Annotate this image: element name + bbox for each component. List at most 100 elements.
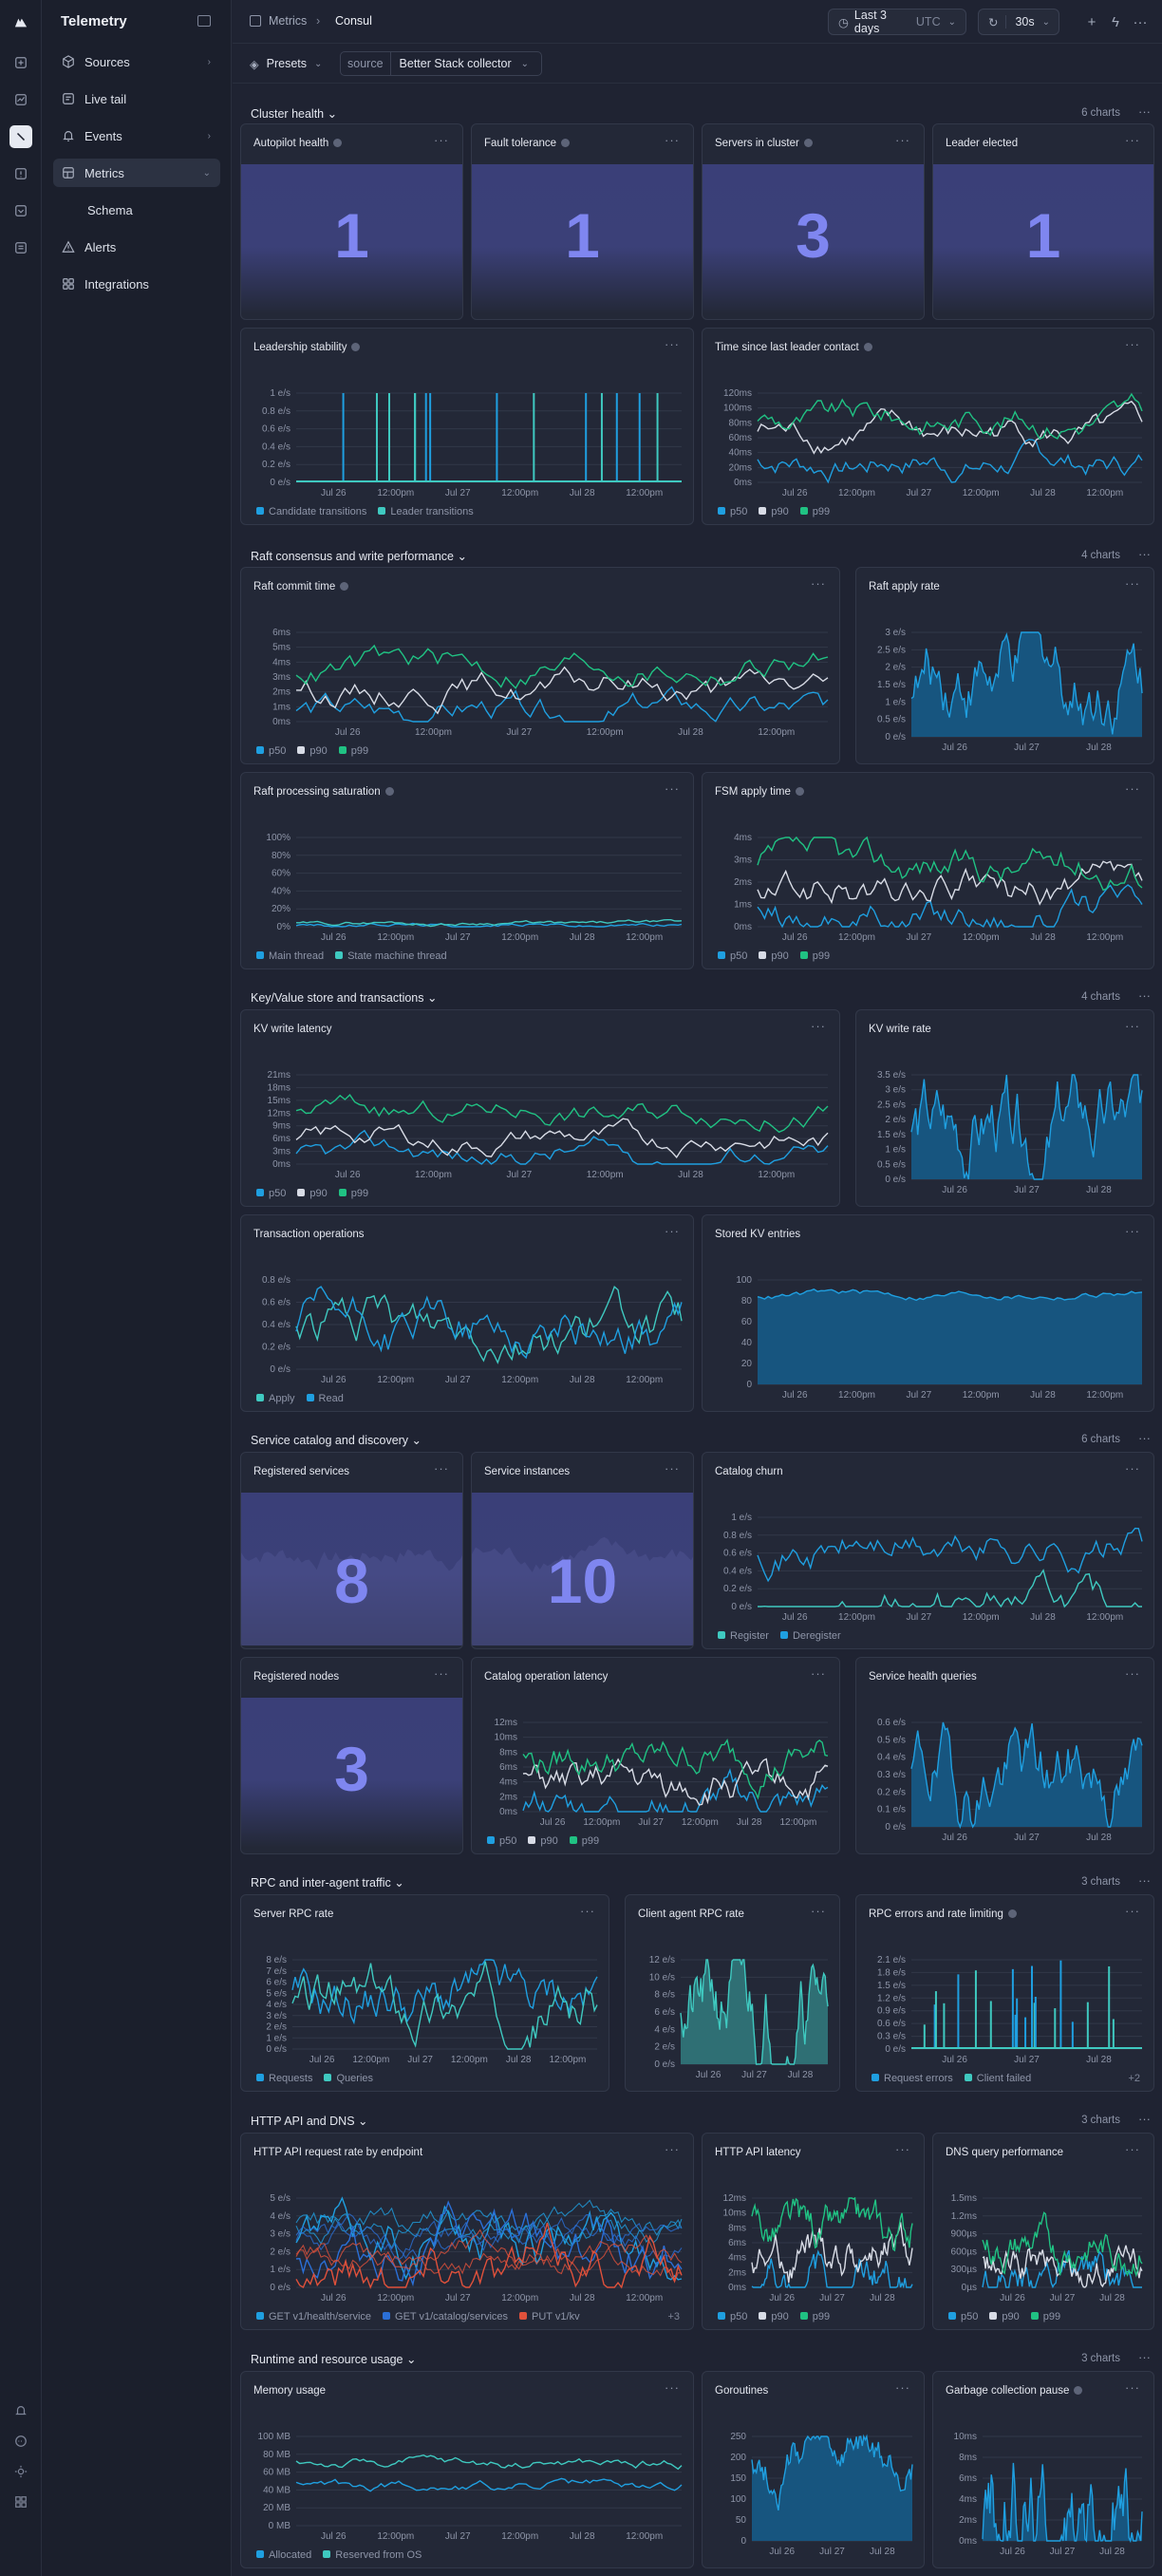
section-title[interactable]: Cluster health ⌄ — [251, 107, 338, 121]
uptime-icon[interactable] — [9, 51, 32, 74]
section-title[interactable]: Runtime and resource usage ⌄ — [251, 2353, 417, 2366]
more-icon[interactable]: ··· — [1133, 13, 1148, 30]
source-filter[interactable]: source Better Stack collector ⌄ — [340, 51, 542, 76]
legend-item[interactable]: Requests — [256, 2073, 312, 2084]
telemetry-icon[interactable] — [9, 125, 32, 148]
info-icon[interactable] — [333, 139, 343, 147]
chart-menu-icon[interactable]: ··· — [665, 1461, 680, 1476]
chart-card-raftapply[interactable]: Raft apply rate ··· 3 e/s 2.5 e/s 2 e/s 1.5 e… — [855, 567, 1154, 764]
chart-card-kvrate[interactable]: KV write rate ··· 3.5 e/s 3 e/s 2.5 e/s 2 e/s… — [855, 1009, 1154, 1207]
section-title[interactable]: Service catalog and discovery ⌄ — [251, 1434, 422, 1447]
chart-menu-icon[interactable]: ··· — [1125, 133, 1140, 147]
legend-item[interactable]: Reserved from OS — [323, 2549, 422, 2561]
legend-item[interactable]: p90 — [528, 1835, 558, 1847]
chart-menu-icon[interactable]: ··· — [811, 1904, 826, 1918]
status-page-icon[interactable] — [9, 199, 32, 222]
sidebar-item-schema[interactable]: Schema — [53, 196, 220, 224]
section-title[interactable]: Raft consensus and write performance ⌄ — [251, 550, 467, 563]
chart-menu-icon[interactable]: ··· — [434, 133, 449, 147]
chart-menu-icon[interactable]: ··· — [1125, 2380, 1140, 2395]
legend-item[interactable]: Main thread — [256, 950, 324, 962]
chart-card-gcpause[interactable]: Garbage collection pause ··· 10ms 8ms 6ms 4ms… — [932, 2371, 1154, 2568]
notifications-icon[interactable] — [9, 2399, 32, 2422]
refresh-button[interactable]: ↻ 30s ⌄ — [978, 9, 1059, 35]
chart-menu-icon[interactable]: ··· — [665, 133, 680, 147]
stat-card[interactable]: Leader elected ··· 1 — [932, 123, 1154, 320]
chart-card-httprate[interactable]: HTTP API request rate by endpoint ··· 5 e/… — [240, 2133, 694, 2330]
info-icon[interactable] — [351, 343, 361, 351]
presets-button[interactable]: ◈ Presets ⌄ — [250, 52, 322, 75]
legend-item[interactable]: p50 — [948, 2311, 978, 2322]
section-title[interactable]: Key/Value store and transactions ⌄ — [251, 991, 438, 1005]
chart-menu-icon[interactable]: ··· — [434, 1461, 449, 1476]
legend-item[interactable]: p90 — [759, 950, 789, 962]
info-icon[interactable] — [1074, 2386, 1083, 2395]
sidebar-item-sources[interactable]: Sources › — [53, 47, 220, 76]
chart-card-churn[interactable]: Catalog churn ··· 1 e/s 0.8 e/s 0.6 e/s 0.4 e… — [702, 1452, 1154, 1649]
logo-icon[interactable] — [9, 11, 32, 34]
sidebar-item-events[interactable]: Events › — [53, 122, 220, 150]
section-title[interactable]: HTTP API and DNS ⌄ — [251, 2115, 368, 2128]
section-more-icon[interactable]: ··· — [1138, 1431, 1151, 1445]
legend-item[interactable]: p50 — [718, 506, 747, 517]
chart-card-leadercontact[interactable]: Time since last leader contact ··· 120ms 10… — [702, 328, 1154, 525]
lightning-icon[interactable]: ϟ — [1112, 13, 1119, 30]
chart-menu-icon[interactable]: ··· — [1125, 2142, 1140, 2156]
section-title[interactable]: RPC and inter-agent traffic ⌄ — [251, 1876, 404, 1890]
legend-item[interactable]: p99 — [799, 2311, 830, 2322]
stat-card[interactable]: Registered services ··· 8 — [240, 1452, 463, 1649]
section-more-icon[interactable]: ··· — [1138, 988, 1151, 1003]
info-icon[interactable] — [384, 787, 394, 796]
legend-item[interactable]: Read — [306, 1393, 344, 1404]
monitor-icon[interactable] — [9, 88, 32, 111]
info-icon[interactable] — [340, 582, 349, 591]
legend-more[interactable]: +3 — [667, 2311, 680, 2322]
stat-card[interactable]: Service instances ··· 10 — [471, 1452, 694, 1649]
legend-item[interactable]: p99 — [799, 506, 830, 517]
legend-item[interactable]: p50 — [256, 745, 286, 757]
chart-menu-icon[interactable]: ··· — [1125, 1904, 1140, 1918]
chart-menu-icon[interactable]: ··· — [895, 2142, 910, 2156]
chart-card-memory[interactable]: Memory usage ··· 100 MB 80 MB 60 MB 40 MB 20 M… — [240, 2371, 694, 2568]
chart-card-httplat[interactable]: HTTP API latency ··· 12ms 10ms 8ms 6ms 4ms 2ms 0… — [702, 2133, 925, 2330]
legend-item[interactable]: Allocated — [256, 2549, 311, 2561]
time-range-button[interactable]: ◷ Last 3 days UTC ⌄ — [828, 9, 966, 35]
chart-menu-icon[interactable]: ··· — [1125, 337, 1140, 351]
chart-menu-icon[interactable]: ··· — [1125, 1019, 1140, 1033]
stat-card[interactable]: Servers in cluster ··· 3 — [702, 123, 925, 320]
chart-card-txn[interactable]: Transaction operations ··· 0.8 e/s 0.6 e/s 0… — [240, 1214, 694, 1412]
legend-item[interactable]: p99 — [1030, 2311, 1060, 2322]
section-more-icon[interactable]: ··· — [1138, 2112, 1151, 2126]
account-icon[interactable] — [9, 2491, 32, 2513]
legend-item[interactable]: p90 — [989, 2311, 1020, 2322]
section-more-icon[interactable]: ··· — [1138, 1873, 1151, 1888]
legend-item[interactable]: p90 — [297, 745, 328, 757]
info-icon[interactable] — [561, 139, 571, 147]
legend-item[interactable]: p90 — [297, 1188, 328, 1199]
legend-item[interactable]: Queries — [324, 2073, 373, 2084]
legend-item[interactable]: Leader transitions — [378, 506, 474, 517]
add-chart-icon[interactable]: + — [1087, 13, 1096, 30]
theme-icon[interactable] — [9, 2460, 32, 2483]
chart-card-rpcerr[interactable]: RPC errors and rate limiting ··· 2.1 e/s 1.… — [855, 1894, 1154, 2092]
chart-menu-icon[interactable]: ··· — [1125, 576, 1140, 591]
chart-menu-icon[interactable]: ··· — [1125, 1461, 1140, 1476]
stat-card[interactable]: Autopilot health ··· 1 — [240, 123, 463, 320]
chart-menu-icon[interactable]: ··· — [1125, 1666, 1140, 1681]
legend-item[interactable]: Request errors — [872, 2073, 953, 2084]
info-icon[interactable] — [803, 139, 813, 147]
legend-item[interactable]: p50 — [487, 1835, 516, 1847]
sidebar-item-integrations[interactable]: Integrations — [53, 270, 220, 298]
info-icon[interactable] — [1007, 1909, 1017, 1918]
collapse-sidebar-icon[interactable] — [197, 15, 211, 27]
chart-card-goroutines[interactable]: Goroutines ··· 250 200 150 100 50 0 Jul 26 Jul 27… — [702, 2371, 925, 2568]
sidebar-item-metrics[interactable]: Metrics ⌄ — [53, 159, 220, 187]
legend-item[interactable]: p99 — [569, 1835, 599, 1847]
chart-card-catlat[interactable]: Catalog operation latency ··· 12ms 10ms 8ms 6… — [471, 1657, 840, 1854]
stat-card[interactable]: Fault tolerance ··· 1 — [471, 123, 694, 320]
sidebar-item-alerts[interactable]: Alerts — [53, 233, 220, 261]
chart-menu-icon[interactable]: ··· — [665, 2380, 680, 2395]
incident-icon[interactable] — [9, 162, 32, 185]
chart-menu-icon[interactable]: ··· — [580, 1904, 595, 1918]
docs-icon[interactable] — [9, 236, 32, 259]
